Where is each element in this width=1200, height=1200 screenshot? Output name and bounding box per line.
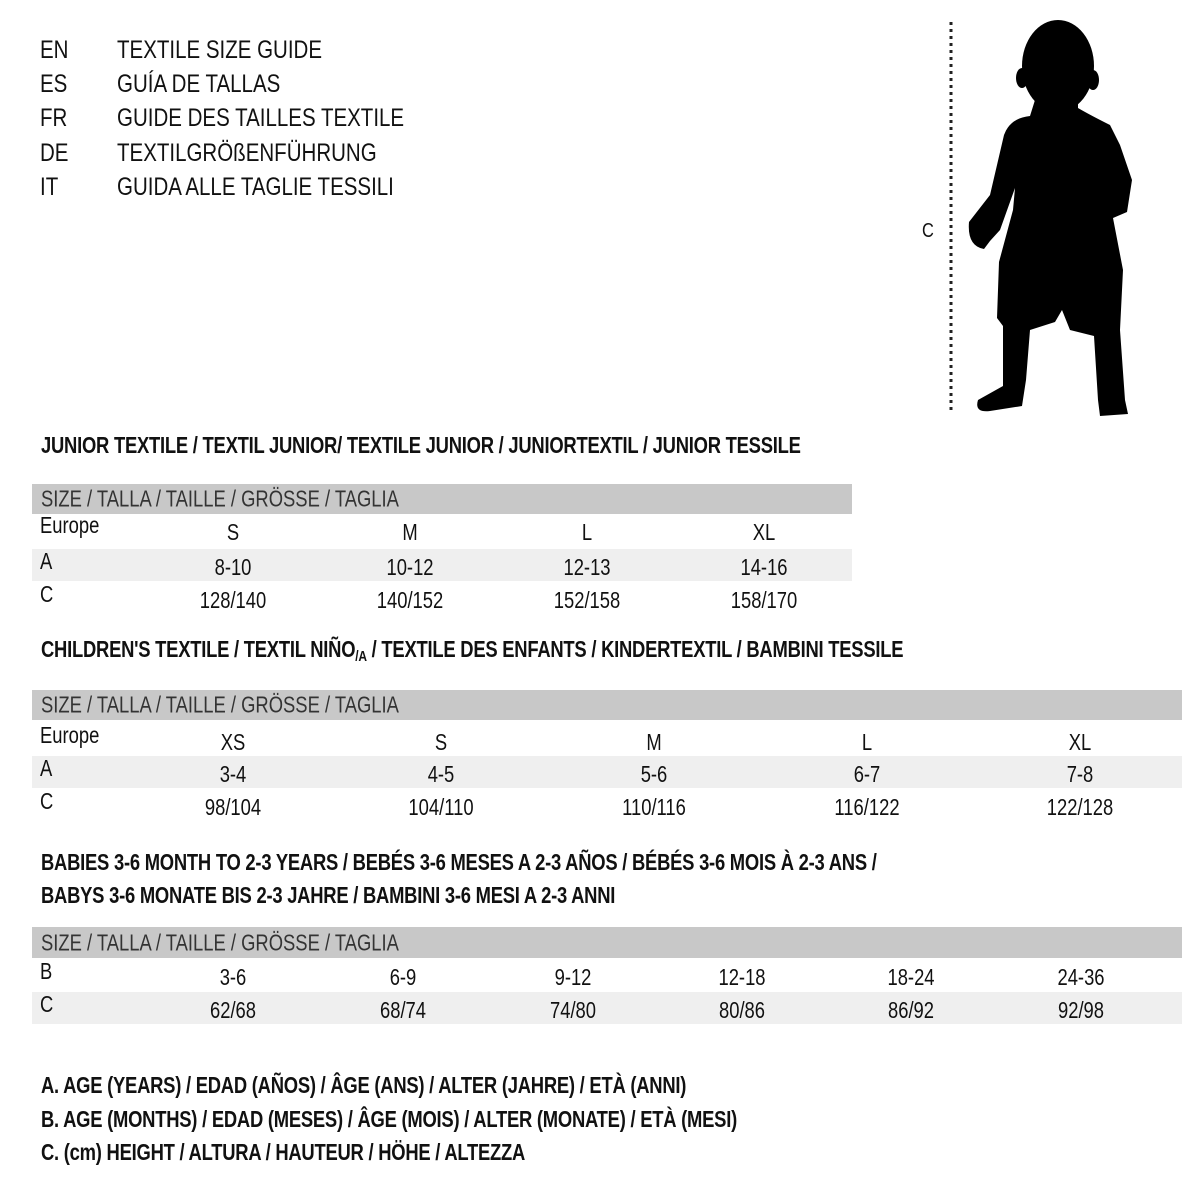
- table-cell: XS: [220, 729, 246, 755]
- table-heading-line2: BABYS 3-6 MONATE BIS 2-3 JAHRE / BAMBINI…: [41, 882, 616, 908]
- heading-text: CHILDREN'S TEXTILE / TEXTIL NIÑO: [41, 636, 356, 662]
- table-cell: M: [646, 729, 662, 755]
- size-header-label: SIZE / TALLA / TAILLE / GRÖSSE / TAGLIA: [41, 691, 399, 718]
- table-cell: L: [861, 729, 873, 755]
- row-label: Europe: [40, 722, 100, 748]
- lang-title: GUÍA DE TALLAS: [117, 70, 281, 98]
- table-cell: 8-10: [214, 554, 252, 580]
- table-cell: 110/116: [622, 794, 686, 820]
- table-cell: 5-6: [640, 761, 668, 787]
- table-cell: M: [402, 519, 418, 545]
- table-cell: 3-4: [219, 761, 247, 787]
- table-cell: 68/74: [379, 997, 427, 1023]
- size-header-bar: SIZE / TALLA / TAILLE / GRÖSSE / TAGLIA: [32, 484, 852, 514]
- lang-title: TEXTILE SIZE GUIDE: [117, 36, 323, 64]
- size-header-bar: SIZE / TALLA / TAILLE / GRÖSSE / TAGLIA: [32, 690, 1182, 720]
- lang-code: DE: [40, 139, 69, 167]
- lang-title: TEXTILGRÖßENFÜHRUNG: [117, 139, 377, 167]
- table-cell: 3-6: [219, 964, 247, 990]
- table-heading: BABIES 3-6 MONTH TO 2-3 YEARS / BEBÉS 3-…: [41, 849, 877, 875]
- table-cell: 7-8: [1066, 761, 1094, 787]
- row-band: [32, 756, 1182, 788]
- table-cell: 140/152: [376, 587, 444, 613]
- table-cell: XL: [1068, 729, 1092, 755]
- child-silhouette-figure: [949, 20, 1132, 416]
- table-cell: 6-9: [389, 964, 417, 990]
- table-cell: 10-12: [386, 554, 434, 580]
- size-header-label: SIZE / TALLA / TAILLE / GRÖSSE / TAGLIA: [41, 485, 399, 512]
- lang-code: IT: [40, 173, 59, 201]
- size-header-label: SIZE / TALLA / TAILLE / GRÖSSE / TAGLIA: [41, 929, 399, 955]
- lang-code: FR: [40, 104, 68, 132]
- table-cell: XL: [752, 519, 776, 545]
- row-label: Europe: [40, 512, 100, 538]
- height-label: C: [922, 220, 934, 242]
- table-cell: 4-5: [427, 761, 455, 787]
- table-heading: CHILDREN'S TEXTILE / TEXTIL NIÑO/A / TEX…: [41, 635, 904, 671]
- legend-line: B. AGE (MONTHS) / EDAD (MESES) / ÂGE (MO…: [41, 1106, 737, 1132]
- table-cell: S: [434, 729, 448, 755]
- child-silhouette-icon: [968, 20, 1132, 416]
- legend-line: C. (cm) HEIGHT / ALTURA / HAUTEUR / HÖHE…: [41, 1139, 526, 1165]
- row-label: A: [40, 755, 53, 781]
- table-cell: 6-7: [853, 761, 881, 787]
- table-cell: 128/140: [199, 587, 267, 613]
- heading-subscript: /A: [355, 648, 367, 665]
- lang-title: GUIDA ALLE TAGLIE TESSILI: [117, 173, 394, 201]
- size-header-bar: SIZE / TALLA / TAILLE / GRÖSSE / TAGLIA: [32, 927, 1182, 958]
- table-cell: L: [581, 519, 593, 545]
- table-cell: 98/104: [204, 794, 262, 820]
- legend-line: A. AGE (YEARS) / EDAD (AÑOS) / ÂGE (ANS)…: [41, 1072, 687, 1098]
- table-cell: 116/122: [834, 794, 900, 820]
- table-heading: JUNIOR TEXTILE / TEXTIL JUNIOR/ TEXTILE …: [41, 432, 801, 458]
- row-label: A: [40, 548, 53, 574]
- table-cell: 158/170: [730, 587, 798, 613]
- row-band: [32, 992, 1182, 1024]
- lang-title: GUIDE DES TAILLES TEXTILE: [117, 104, 405, 132]
- table-cell: 12-18: [718, 964, 766, 990]
- table-cell: 86/92: [887, 997, 935, 1023]
- table-cell: 24-36: [1057, 964, 1105, 990]
- table-cell: 18-24: [887, 964, 935, 990]
- table-cell: 104/110: [408, 794, 474, 820]
- row-label: B: [40, 958, 53, 984]
- row-label: C: [40, 788, 54, 814]
- table-cell: 92/98: [1057, 997, 1105, 1023]
- table-cell: 14-16: [740, 554, 788, 580]
- table-cell: 122/128: [1046, 794, 1114, 820]
- row-label: C: [40, 991, 54, 1017]
- row-label: C: [40, 581, 54, 607]
- table-cell: 152/158: [553, 587, 621, 613]
- table-cell: 74/80: [549, 997, 597, 1023]
- table-cell: 9-12: [554, 964, 592, 990]
- row-band: [32, 549, 852, 581]
- lang-code: EN: [40, 36, 69, 64]
- table-cell: S: [226, 519, 240, 545]
- heading-text-rest: / TEXTILE DES ENFANTS / KINDERTEXTIL / B…: [366, 636, 904, 662]
- table-cell: 80/86: [718, 997, 766, 1023]
- table-cell: 12-13: [563, 554, 611, 580]
- table-cell: 62/68: [209, 997, 257, 1023]
- lang-code: ES: [40, 70, 68, 98]
